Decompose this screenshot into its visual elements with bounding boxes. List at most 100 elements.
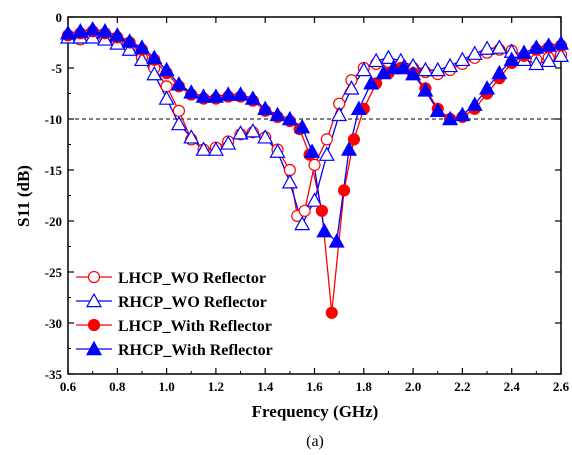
series-0-point [308,158,321,171]
legend-marker [85,340,103,356]
series-3-point [96,23,113,38]
series-3-point [350,100,367,116]
x-tick-label: 2.4 [504,379,521,394]
series-3-point [207,88,224,103]
y-tick-label: -25 [45,265,63,280]
series-1-point [269,143,286,158]
series-3-point [454,106,471,122]
series-1-point [442,57,459,73]
series-3-point [328,233,345,248]
series-1-point [158,90,175,105]
series-3-point [146,49,163,65]
x-tick-label: 0.6 [60,379,77,394]
series-1-point [133,51,150,67]
x-tick-label: 2.2 [454,379,470,394]
series-1-point [318,146,335,161]
series-3-point [170,76,187,91]
y-tick-label: -20 [45,214,62,229]
series-2-point [315,204,328,217]
series-3-point [109,27,126,42]
series-3-point [442,110,459,126]
legend-marker [87,318,101,332]
series-3-point [121,33,138,48]
series-1-point [121,41,138,56]
series-3-point [466,96,483,111]
series-3-point [220,86,237,101]
series-2-point [337,184,351,197]
series-3-point [183,84,200,99]
series-1-point [170,115,187,131]
y-tick-label: -5 [51,61,62,76]
series-3-point [340,141,358,156]
series-1-point [491,39,508,54]
series-3-point [405,65,422,81]
series-3-point [503,51,520,67]
series-3-point [72,23,89,38]
plot-marks: 0.6 0.8 1.0 1.2 1.4 1.6 1.8 2.0 2.2 2.4 2.6 0 -5 -10 -… [45,10,570,394]
series-1-point [552,47,570,62]
series-2-point [347,133,361,146]
series-1-point [207,141,224,156]
x-tick-label: 1.6 [306,379,323,394]
series-3-point [540,37,557,52]
series-1-point [466,45,483,60]
series-0-point [320,133,333,146]
series-3-point [269,106,286,122]
series-1-point [417,61,434,77]
x-tick-label: 1.4 [257,379,274,394]
y-tick-label: -10 [45,112,62,127]
y-tick-label: -15 [45,163,63,178]
series-1-point [183,129,200,144]
legend-marker [85,292,103,308]
series-3-point [552,35,570,50]
series-0-point [160,80,173,93]
series-1-point [146,65,163,81]
series-1-point [306,192,323,207]
series-3-point [133,39,150,54]
series-3-point [491,64,508,80]
series-1-point [528,55,545,71]
series-1-point [343,80,360,95]
series-3-point [479,80,496,95]
series-0-point [283,163,296,177]
x-tick-label: 2.6 [553,379,570,394]
series-3-point [244,90,261,105]
x-tick-label: 1.0 [158,379,174,394]
y-tick-label: -30 [45,316,62,331]
series-3-point [395,59,412,75]
series-1-point [195,141,212,156]
series-3-point [232,86,249,101]
y-tick-label: -35 [45,367,63,382]
x-tick-label: 0.8 [109,379,126,394]
series-1-point [232,125,249,140]
series-3-point [417,82,434,97]
legend-marker [87,270,101,284]
series-3-point [304,143,321,158]
series-3-point [528,39,545,54]
series-1-point [331,106,348,122]
series-3-point [516,44,533,59]
x-axis-label: Frequency (GHz) [252,402,379,421]
x-tick-label: 1.2 [208,379,224,394]
series-1-point [368,52,385,68]
series-2-point [325,306,338,319]
series-3-point [429,102,446,118]
series-3-point [294,118,311,134]
series-3-point [385,59,402,75]
series-3-point [158,61,175,77]
series-3-point [363,75,380,90]
figure-caption: (a) [306,433,324,450]
series-1-point [294,215,311,231]
series-1-point [281,174,298,189]
series-0-point [298,204,311,217]
series-1-point [220,135,237,150]
series-1-point [244,123,261,138]
series-1-point [429,61,446,77]
legend-label: RHCP_With Reflector [118,342,273,359]
series-3-point [257,100,274,116]
x-tick-label: 1.8 [356,379,373,394]
series-3-point [281,110,298,126]
legend-label: LHCP_With Reflector [118,318,272,335]
series-3-point [195,88,212,103]
legend: LHCP_WO Reflector RHCP_WO Reflector LHCP_W… [76,270,273,359]
